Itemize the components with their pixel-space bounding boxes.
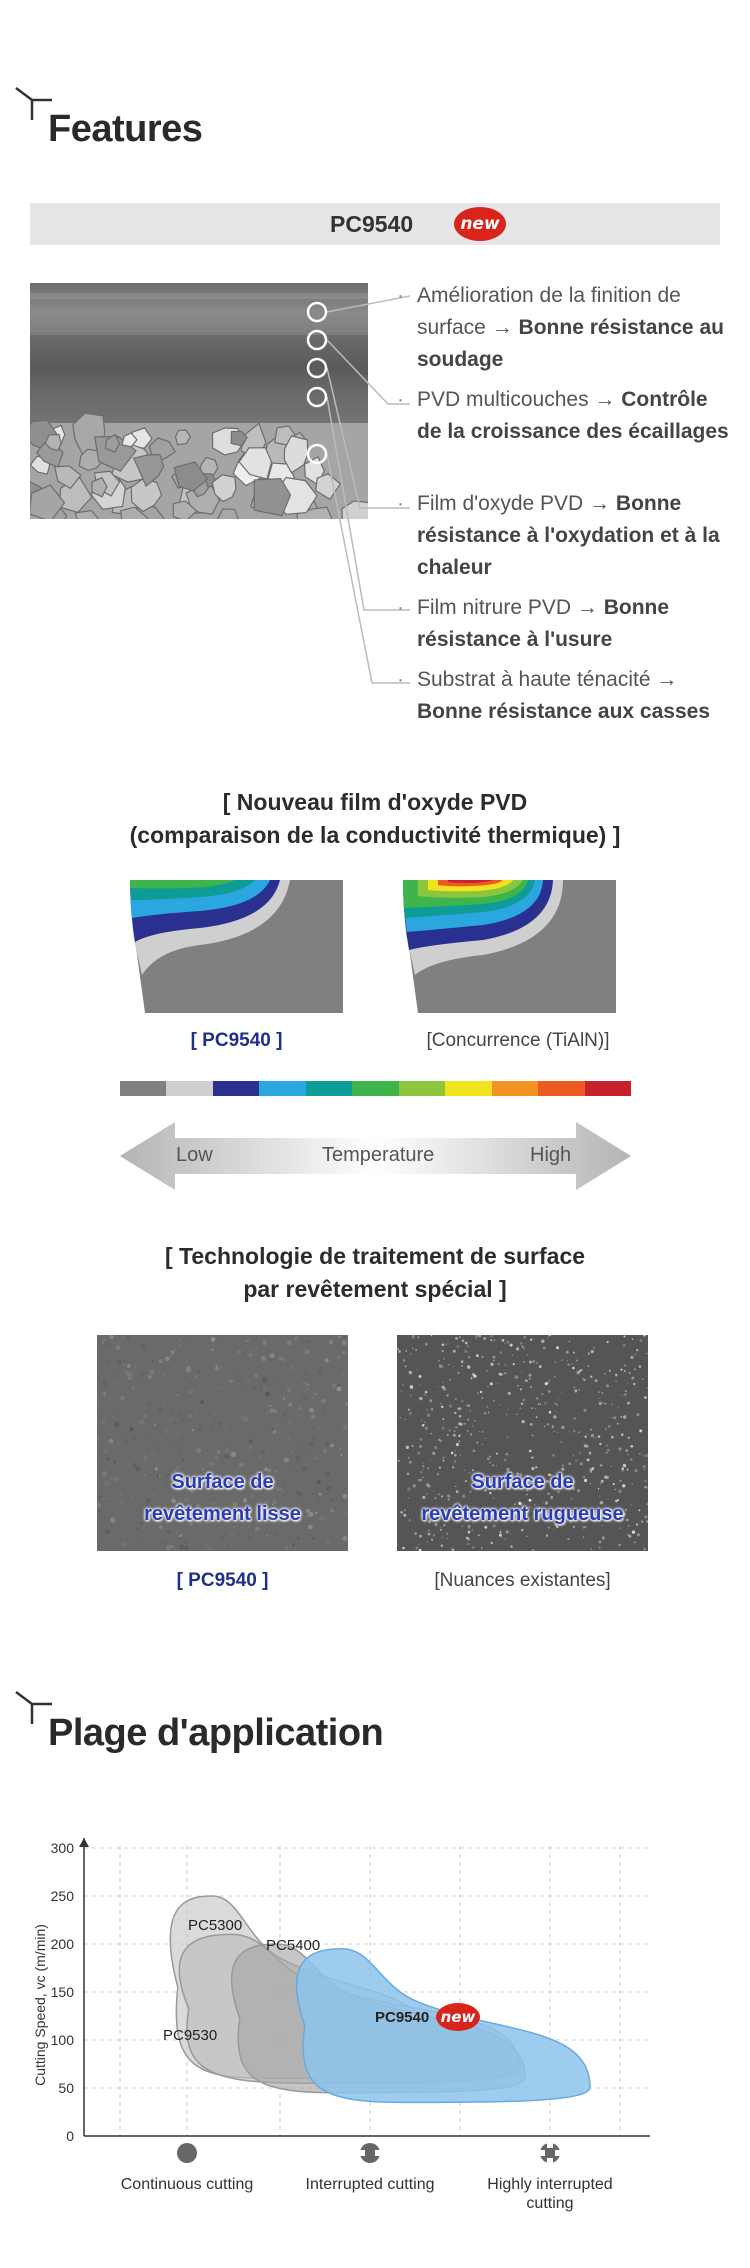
surface-caption-existing: [Nuances existantes] <box>434 1570 611 1591</box>
bullet-icon: · <box>397 492 404 515</box>
feature-item-1: · Amélioration de la finition de surface… <box>397 280 737 376</box>
bullet-icon: · <box>397 596 404 619</box>
bullet-icon: · <box>397 668 404 691</box>
high-label: High <box>530 1144 572 1166</box>
coating-micrograph <box>30 283 368 519</box>
marker-circle-3 <box>306 357 328 379</box>
color-scale-swatch <box>120 1081 167 1096</box>
thermal-caption-pc9540: [ PC9540 ] <box>190 1030 283 1051</box>
x-category-label: Highly interrupted <box>487 2176 612 2193</box>
application-heading: Plage d'application <box>14 1690 514 1760</box>
marker-circle-5 <box>306 443 328 465</box>
grade-bar: PC9540 new <box>30 203 720 245</box>
temperature-color-scale <box>120 1081 631 1096</box>
application-range-chart: Cutting Speed, vc (m/min) 0 50 100 150 200 25… <box>32 1838 650 2212</box>
marker-circle-2 <box>306 329 328 351</box>
marker-circle-4 <box>306 386 328 408</box>
color-scale-swatch <box>166 1081 213 1096</box>
color-scale-swatch <box>352 1081 399 1096</box>
color-scale-swatch <box>398 1081 446 1096</box>
corner-bracket-icon <box>15 1691 52 1724</box>
color-scale-swatch <box>584 1081 631 1096</box>
surface-title: [ Technologie de traitement de surface p… <box>164 1243 586 1302</box>
y-tick-label: 250 <box>51 1888 75 1904</box>
thermal-image-pc9540 <box>130 880 343 1013</box>
color-scale-swatch <box>259 1081 306 1096</box>
low-label: Low <box>176 1144 213 1166</box>
y-axis-arrow-icon <box>79 1838 89 1847</box>
temperature-label: Temperature <box>322 1144 435 1166</box>
y-tick-label: 300 <box>51 1840 75 1856</box>
thermal-image-competitor <box>403 880 616 1013</box>
features-heading: Features <box>14 86 514 156</box>
new-badge-text: new <box>441 2008 476 2026</box>
substrate-grains <box>30 412 368 519</box>
series-label-pc5400: PC5400 <box>266 1937 320 1954</box>
temperature-arrow: Low Temperature High <box>120 1120 631 1192</box>
continuous-cutting-icon <box>177 2143 197 2163</box>
feature-item-3: · Film d'oxyde PVD → Bonne résistance à … <box>397 488 737 584</box>
x-category-label: cutting <box>526 2195 573 2212</box>
series-label-pc9540: PC9540 <box>375 2009 429 2026</box>
y-tick-label: 100 <box>51 2032 75 2048</box>
feature-item-5: · Substrat à haute ténacité → Bonne rési… <box>397 664 747 728</box>
color-scale-swatch <box>445 1081 492 1096</box>
x-category-label: Interrupted cutting <box>306 2176 435 2193</box>
y-tick-label: 200 <box>51 1936 75 1952</box>
chart-y-axis-label: Cutting Speed, vc (m/min) <box>32 1924 48 2086</box>
thermal-title: [ Nouveau film d'oxyde PVD (comparaison … <box>129 789 621 848</box>
surface-caption-pc9540: [ PC9540 ] <box>176 1570 269 1591</box>
marker-circle-1 <box>306 301 328 323</box>
y-tick-label: 0 <box>66 2128 74 2144</box>
features-title: Features <box>48 108 203 150</box>
thermal-caption-competitor: [Concurrence (TiAlN)] <box>426 1030 610 1051</box>
color-scale-swatch <box>305 1081 353 1096</box>
new-badge <box>436 2003 480 2031</box>
sem-image-smooth: Surface de revêtement lisse <box>97 1335 348 1551</box>
interrupted-cutting-icon <box>359 2143 381 2163</box>
bullet-icon: · <box>397 388 404 411</box>
color-scale-swatch <box>538 1081 585 1096</box>
bullet-icon: · <box>397 284 404 307</box>
y-tick-label: 150 <box>51 1984 75 2000</box>
double-arrow-icon <box>120 1122 631 1190</box>
new-badge: new <box>454 207 506 241</box>
sem-image-rough: Surface de revêtement rugueuse <box>397 1335 648 1551</box>
application-title: Plage d'application <box>48 1712 384 1754</box>
color-scale-swatch <box>491 1081 539 1096</box>
grade-label: PC9540 <box>330 211 414 237</box>
x-category-label: Continuous cutting <box>121 2176 254 2193</box>
corner-bracket-icon <box>15 87 52 120</box>
feature-connectors <box>306 295 411 684</box>
highly-interrupted-cutting-icon <box>539 2142 561 2164</box>
feature-item-2: · PVD multicouches → Contrôle de la croi… <box>397 384 737 448</box>
y-tick-label: 50 <box>58 2080 74 2096</box>
feature-item-4: · Film nitrure PVD → Bonne résistance à … <box>397 592 737 656</box>
color-scale-swatch <box>212 1081 260 1096</box>
series-label-pc9530: PC9530 <box>163 2027 217 2044</box>
series-label-pc5300: PC5300 <box>188 1917 242 1934</box>
